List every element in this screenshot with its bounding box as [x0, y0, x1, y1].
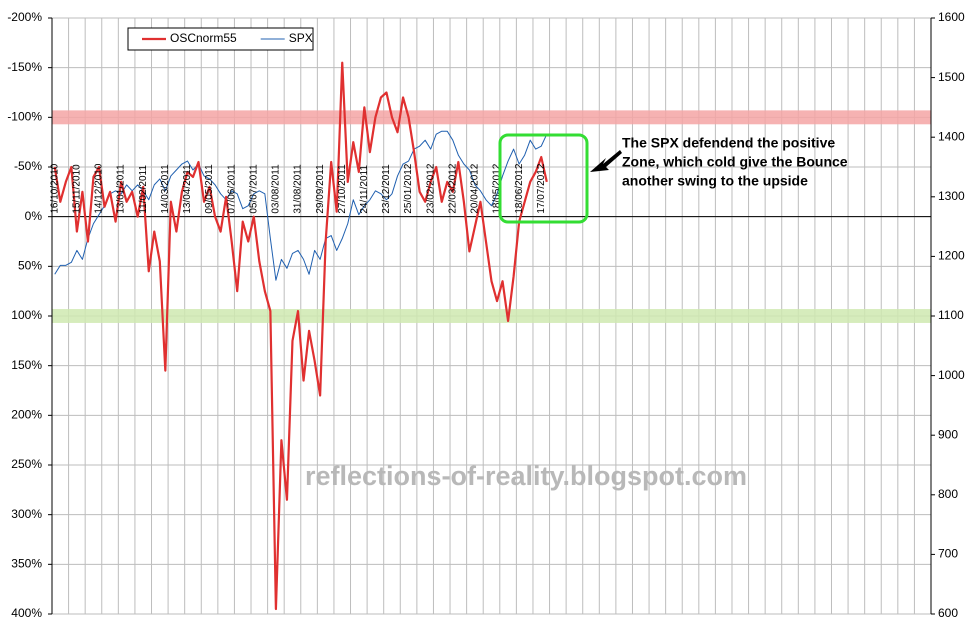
x-tick-label: 14/03/2011	[160, 164, 171, 214]
x-tick-label: 13/01/2011	[116, 164, 127, 214]
y-tick-label: 100%	[11, 308, 42, 322]
y2-tick-label: 1400	[938, 129, 965, 143]
x-tick-label: 17/07/2012	[536, 163, 547, 213]
x-tick-label: 23/02/2012	[425, 163, 436, 213]
y2-tick-label: 1000	[938, 368, 965, 382]
x-tick-label: 29/09/2011	[315, 164, 326, 214]
x-tick-label: 03/08/2011	[271, 164, 282, 214]
watermark: reflections-of-reality.blogspot.com	[305, 461, 747, 491]
y2-tick-label: 1200	[938, 249, 965, 263]
series-line	[53, 61, 548, 611]
y-tick-label: 300%	[11, 507, 42, 521]
y-tick-label: 50%	[18, 259, 42, 273]
y-tick-label: 350%	[11, 557, 42, 571]
annotation-line: Zone, which cold give the Bounce	[622, 154, 848, 170]
x-tick-label: 11/02/2011	[138, 165, 149, 214]
x-tick-label: 24/11/2011	[359, 165, 370, 214]
x-tick-label: 16/10/2010	[49, 163, 60, 213]
y-tick-label: -100%	[7, 110, 42, 124]
x-tick-label: 18/05/2012	[492, 163, 503, 213]
legend-label: SPX	[289, 31, 313, 45]
x-tick-label: 13/04/2011	[182, 164, 193, 214]
bands	[52, 110, 931, 323]
x-tick-label: 20/04/2012	[470, 163, 481, 213]
y2-tick-label: 600	[938, 606, 958, 620]
legend-label: OSCnorm55	[170, 31, 237, 45]
annotation-line: The SPX defendend the positive	[622, 135, 835, 151]
y2-tick-label: 800	[938, 487, 958, 501]
series-line	[54, 130, 548, 281]
y-tick-label: -200%	[7, 10, 42, 24]
band	[52, 309, 931, 323]
x-tick-label: 25/01/2012	[403, 163, 414, 213]
x-tick-label: 15/11/2010	[72, 164, 83, 214]
y2-tick-label: 900	[938, 427, 958, 441]
x-tick-label: 27/10/2011	[337, 164, 348, 214]
y-tick-label: 0%	[25, 209, 43, 223]
x-tick-label: 14/12/2010	[94, 163, 105, 213]
y-tick-label: 150%	[11, 358, 42, 372]
lines	[53, 61, 548, 611]
y-tick-label: 250%	[11, 457, 42, 471]
y-tick-label: -50%	[14, 159, 42, 173]
annotation-line: another swing to the upside	[622, 173, 808, 189]
y2-tick-label: 700	[938, 547, 958, 561]
labels: -200% -150% -100% -50% 0% 50% 100% 150% 200% 250%…	[7, 10, 965, 620]
y2-tick-label: 1500	[938, 70, 965, 84]
x-tick-label: 22/03/2012	[447, 163, 458, 213]
y-tick-label: 200%	[11, 408, 42, 422]
x-tick-label: 09/05/2011	[204, 164, 215, 214]
legend: OSCnorm55 SPX	[127, 27, 314, 51]
x-tick-label: 07/06/2011	[226, 164, 237, 214]
arrow	[590, 150, 622, 172]
y2-tick-label: 1600	[938, 10, 965, 24]
y-tick-label: -150%	[7, 60, 42, 74]
band	[52, 110, 931, 125]
highlight-box	[498, 133, 589, 224]
y2-tick-label: 1100	[938, 308, 964, 322]
x-tick-label: 31/08/2011	[293, 164, 304, 214]
y-tick-label: 400%	[11, 606, 42, 620]
x-tick-label: 23/12/2011	[381, 164, 392, 214]
legend-box	[127, 27, 314, 51]
y2-tick-label: 1300	[938, 189, 965, 203]
x-tick-label: 05/07/2011	[248, 164, 259, 214]
x-tick-label: 18/06/2012	[514, 163, 525, 213]
